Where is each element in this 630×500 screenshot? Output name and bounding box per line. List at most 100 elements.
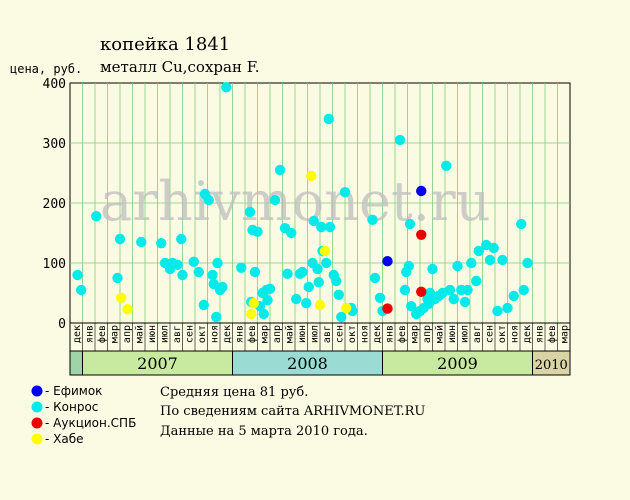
year-axis: 2007 2008 2009 2010 (69, 350, 571, 376)
month-label: сен (184, 325, 195, 343)
grid-lines (70, 83, 570, 323)
data-point (316, 221, 327, 233)
data-point (301, 298, 312, 309)
month-label: фев (396, 325, 408, 343)
month-label: апр (272, 325, 283, 343)
data-point (441, 160, 452, 171)
data-point (76, 284, 87, 296)
data-point (212, 257, 223, 269)
data-point (264, 283, 276, 294)
month-label: апр (422, 325, 433, 343)
data-point (188, 256, 199, 267)
data-points (72, 82, 533, 323)
month-label: мар (559, 325, 570, 343)
data-point (258, 308, 269, 320)
data-point (314, 299, 326, 311)
data-point (462, 284, 473, 296)
month-label: фев (96, 325, 108, 343)
y-tick-label: 200 (43, 197, 66, 212)
data-point (416, 229, 427, 240)
data-point (282, 268, 293, 279)
month-label: ноя (509, 325, 520, 343)
month-label: дек (222, 325, 233, 343)
data-point (394, 134, 406, 146)
y-axis-ticks: 0 100 200 300 400 (43, 77, 66, 332)
data-point (112, 272, 123, 284)
data-point (403, 260, 414, 272)
month-label: янв (84, 325, 95, 343)
data-point (262, 295, 273, 306)
legend-label: - Хабе (45, 432, 84, 446)
month-label: мар (409, 325, 420, 343)
data-point (448, 293, 459, 305)
month-label: май (433, 325, 445, 343)
month-label: авг (322, 325, 333, 343)
data-point (313, 277, 324, 288)
year-label: 2009 (437, 354, 478, 373)
data-point (508, 290, 519, 302)
month-label: авг (172, 325, 183, 343)
data-point (122, 304, 133, 315)
month-label: сен (334, 325, 345, 343)
data-point (297, 266, 308, 278)
data-point (269, 194, 281, 206)
data-point (217, 281, 228, 293)
data-point (72, 269, 83, 281)
data-point (324, 221, 336, 233)
data-point (306, 170, 317, 182)
data-point (172, 259, 183, 270)
data-point (244, 206, 256, 218)
data-point (136, 236, 147, 248)
data-point (203, 194, 214, 206)
data-point (427, 263, 438, 275)
data-point (374, 292, 386, 303)
legend-label: - Конрос (45, 400, 98, 414)
data-point (518, 284, 529, 296)
data-point (333, 289, 344, 300)
data-point (221, 82, 232, 93)
data-point (473, 245, 484, 257)
data-point (177, 269, 188, 281)
chart-title: копейка 1841 (100, 34, 230, 55)
data-point (502, 302, 513, 314)
data-point (116, 292, 127, 303)
data-point (488, 242, 499, 254)
data-point (176, 233, 187, 245)
data-point (286, 227, 297, 239)
data-point (382, 303, 393, 314)
month-label: дек (372, 325, 383, 343)
data-point (404, 218, 416, 230)
legend-marker (31, 401, 43, 413)
month-label: авг (472, 325, 483, 343)
source-note: По сведениям сайта ARHIVMONET.RU (160, 404, 425, 419)
y-tick-label: 0 (58, 317, 66, 332)
data-point (312, 263, 323, 275)
month-label: май (283, 325, 295, 343)
data-point (466, 257, 477, 269)
data-point (452, 260, 463, 272)
year-band (382, 350, 533, 376)
data-point (492, 305, 503, 317)
data-point (399, 284, 411, 296)
year-label: 2010 (535, 358, 568, 373)
data-point (323, 113, 334, 125)
data-point (91, 211, 102, 222)
average-price-note: Средняя цена 81 руб. (160, 385, 308, 400)
data-point (252, 226, 263, 237)
data-point (156, 238, 167, 249)
data-point (471, 275, 482, 287)
month-label: май (133, 325, 145, 343)
data-point (274, 164, 286, 176)
month-label: июн (147, 325, 158, 343)
month-label: июл (309, 325, 320, 343)
data-point (516, 218, 527, 230)
date-note: Данные на 5 марта 2010 года. (160, 424, 368, 439)
chart-subtitle: металл Cu,сохран F. (100, 58, 260, 76)
year-label: 2008 (287, 354, 328, 373)
data-point (444, 284, 456, 296)
legend-label: - Ефимок (45, 384, 102, 398)
data-point (459, 296, 471, 308)
legend: - Ефимок - Конрос - Аукцион.СПБ - Хабе (31, 384, 136, 446)
data-point (291, 293, 302, 305)
month-label: окт (197, 325, 208, 343)
